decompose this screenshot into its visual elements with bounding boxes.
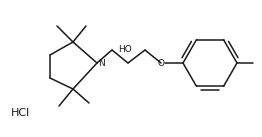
Text: HO: HO bbox=[118, 45, 132, 54]
Text: O: O bbox=[157, 58, 165, 68]
Text: N: N bbox=[98, 59, 105, 68]
Text: HCl: HCl bbox=[10, 108, 30, 118]
